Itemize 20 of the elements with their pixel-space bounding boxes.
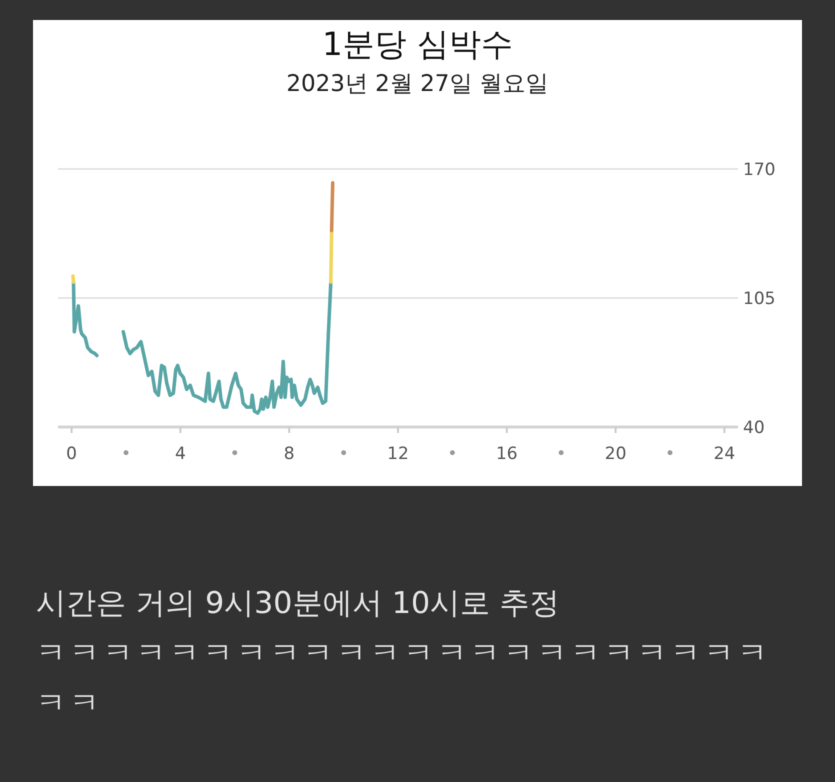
x-tick-label: 0 — [66, 444, 78, 464]
x-tick-label: • — [556, 444, 566, 464]
y-tick-label: 170 — [743, 160, 776, 180]
x-tick-label: • — [447, 444, 458, 464]
text: ㅋㅋㅋㅋㅋㅋㅋㅋㅋㅋㅋㅋㅋㅋㅋㅋㅋㅋㅋㅋㅋㅋㅋㅋ — [36, 635, 772, 723]
x-tick-label: 24 — [714, 444, 736, 464]
x-tick-label: • — [338, 444, 349, 464]
x-tick-label: 20 — [604, 444, 626, 464]
chart-subtitle: 2023년 2월 27일 월요일 — [286, 71, 549, 97]
x-tick-label: • — [230, 444, 240, 464]
y-tick-label: 40 — [743, 418, 765, 438]
x-tick-label: 16 — [496, 444, 518, 464]
x-tick-label: 4 — [174, 444, 186, 464]
x-tick-label: 12 — [387, 444, 409, 464]
text: 시간은 거의 9시30분에서 10시로 추정 — [36, 585, 561, 623]
x-tick-label: • — [120, 444, 132, 464]
x-tick-label: 8 — [284, 444, 295, 464]
x-tick-label: • — [664, 444, 676, 464]
y-tick-label: 105 — [743, 289, 776, 309]
chart-title: 1분당 심박수 — [322, 25, 513, 63]
